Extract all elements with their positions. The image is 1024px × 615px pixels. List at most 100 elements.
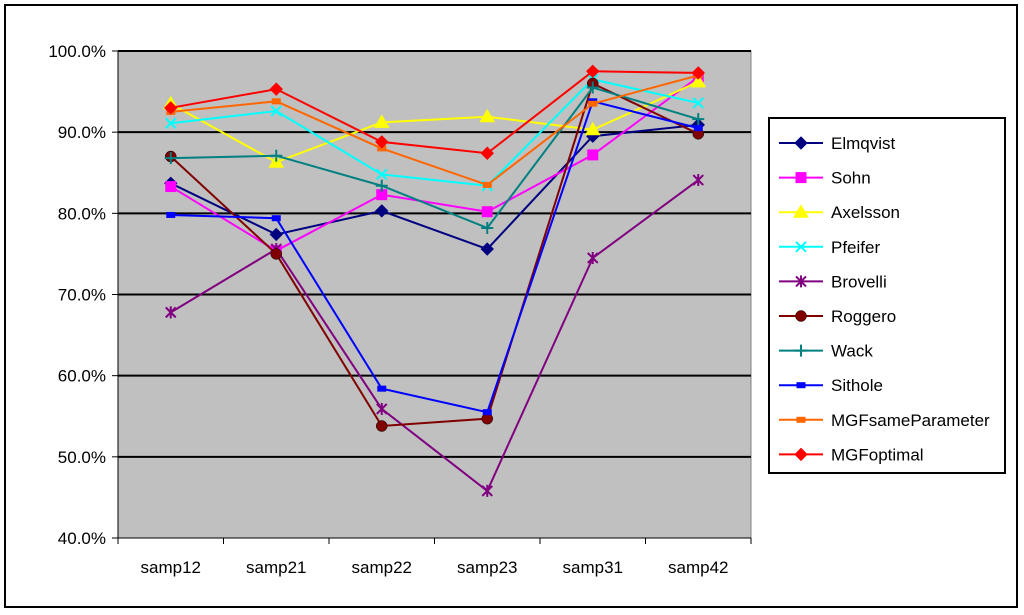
series-line [170, 78, 699, 187]
series-line [170, 123, 699, 251]
x-tick-label: samp23 [457, 558, 517, 577]
data-point [481, 221, 494, 234]
data-point [373, 114, 390, 128]
data-point [690, 73, 707, 88]
legend-label: MGFoptimal [831, 445, 924, 464]
legend-item: MGFsameParameter [779, 411, 990, 430]
data-point [480, 242, 494, 256]
data-point [375, 179, 388, 192]
legend-marker [795, 344, 807, 357]
x-tick-label: samp12 [141, 558, 201, 577]
data-point [269, 82, 283, 96]
data-point [586, 81, 599, 94]
legend-marker [794, 136, 808, 150]
series-line [170, 74, 699, 187]
data-point [692, 113, 705, 126]
legend-label: Sohn [831, 169, 871, 188]
y-tick-label: 50.0% [58, 448, 106, 467]
data-point [166, 211, 176, 218]
legend-marker [796, 382, 806, 389]
data-point [693, 125, 703, 132]
data-point [271, 98, 281, 105]
data-point [376, 402, 388, 415]
series-line [170, 76, 699, 252]
series-group [162, 64, 707, 497]
x-tick-label: samp21 [246, 558, 306, 577]
series-brovelli [165, 174, 704, 497]
legend-item: Pfeifer [779, 238, 880, 257]
legend-label: Wack [831, 342, 873, 361]
line-chart: 40.0% 50.0% 60.0% 70.0% 80.0% 90.0% 100.0% samp… [48, 42, 1006, 577]
legend-label: Axelsson [831, 203, 900, 222]
data-point [586, 64, 600, 78]
y-tick-label: 90.0% [58, 123, 106, 142]
legend-marker [795, 275, 807, 288]
data-point [692, 97, 704, 109]
data-point [480, 146, 494, 160]
data-point [692, 174, 704, 187]
data-point [587, 251, 599, 264]
legend-marker [794, 447, 808, 462]
data-point [376, 420, 388, 432]
legend-item: Wack [779, 342, 873, 361]
legend-marker [795, 172, 807, 184]
y-tick-label: 40.0% [58, 529, 106, 548]
legend-label: Sithole [831, 376, 883, 395]
data-point [479, 108, 496, 123]
data-point [376, 168, 388, 181]
legend-item: Brovelli [779, 272, 887, 291]
legend-item: Sithole [779, 376, 883, 395]
legend-item: Axelsson [779, 203, 900, 222]
legend-item: Roggero [779, 307, 896, 326]
data-point [587, 149, 599, 161]
legend-item: Sohn [779, 169, 871, 188]
data-point [269, 227, 283, 242]
series-wack [164, 81, 705, 234]
data-point [584, 121, 601, 136]
y-tick-label: 100.0% [48, 42, 106, 61]
series-line [170, 80, 699, 164]
legend-label: Brovelli [831, 272, 887, 291]
data-point [481, 484, 493, 497]
data-point [165, 181, 177, 193]
data-point [482, 181, 492, 188]
legend-label: Elmqvist [831, 134, 896, 153]
data-point [588, 100, 598, 107]
legend-marker [793, 204, 809, 218]
legend-item: MGFoptimal [779, 445, 924, 464]
data-point [481, 206, 493, 218]
data-point [270, 149, 283, 162]
chart-frame: 40.0% 50.0% 60.0% 70.0% 80.0% 90.0% 100.0% samp… [4, 4, 1018, 608]
series-line [170, 179, 699, 493]
data-point [164, 101, 178, 115]
x-tick-label: samp22 [352, 558, 412, 577]
legend-label: Pfeifer [831, 238, 880, 257]
y-tick-label: 80.0% [58, 204, 106, 223]
series-line [170, 70, 699, 155]
data-point [270, 105, 282, 117]
y-tick-label: 70.0% [58, 286, 106, 305]
legend-marker [795, 310, 807, 322]
x-tick-label: samp31 [563, 558, 623, 577]
legend: Elmqvist Sohn Axelsson Pfeifer Brovelli Rogge… [768, 117, 1006, 474]
series-line [170, 86, 699, 230]
data-point [482, 409, 492, 416]
series-mgfoptimal [164, 64, 705, 160]
data-point [165, 117, 177, 129]
data-point [165, 306, 177, 319]
legend-item: Elmqvist [779, 134, 896, 153]
axes: 40.0% 50.0% 60.0% 70.0% 80.0% 90.0% 100.0% samp… [48, 42, 752, 577]
data-point [271, 215, 281, 222]
series-line [170, 100, 699, 414]
data-point [377, 385, 387, 392]
data-point [375, 135, 389, 149]
legend-marker [796, 416, 806, 423]
y-tick-label: 60.0% [58, 367, 106, 386]
legend-label: MGFsameParameter [831, 411, 990, 430]
x-tick-label: samp42 [668, 558, 728, 577]
data-point [375, 204, 389, 218]
data-point [691, 66, 705, 80]
legend-marker [795, 241, 807, 253]
legend-label: Roggero [831, 307, 896, 326]
data-point [164, 152, 177, 165]
